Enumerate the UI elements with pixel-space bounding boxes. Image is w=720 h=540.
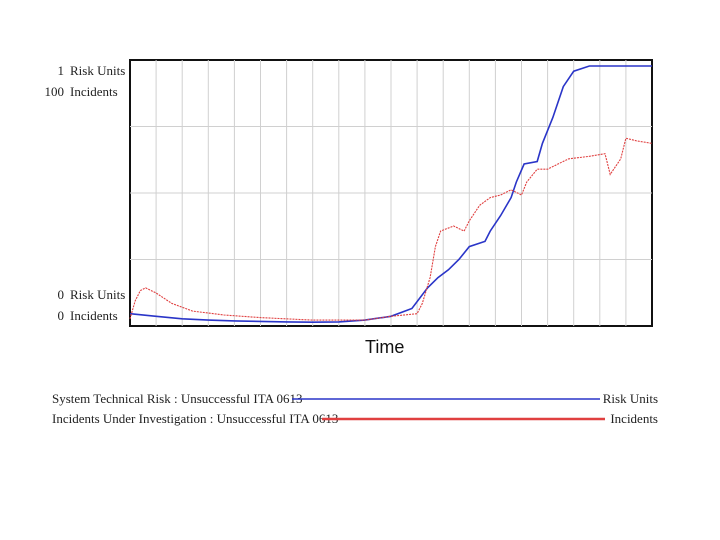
y-axis-min-incidents-unit: Incidents (70, 308, 118, 323)
y-axis-max-risk-value: 1 (58, 63, 65, 78)
y-axis-max-risk-unit: Risk Units (70, 63, 125, 78)
y-axis-max-incidents-unit: Incidents (70, 84, 118, 99)
grid (130, 60, 652, 326)
y-axis-min-incidents-value: 0 (58, 308, 65, 323)
x-axis-label: Time (365, 337, 404, 357)
series-line-incidents-under-investigation (129, 137, 653, 321)
legend-unit-risk: Risk Units (603, 391, 658, 406)
y-axis-min-risk-value: 0 (58, 287, 65, 302)
legend-label-risk: System Technical Risk : Unsuccessful ITA… (52, 391, 303, 406)
y-axis-max-incidents-value: 100 (45, 84, 65, 99)
series-layer (129, 65, 653, 324)
y-axis-min-risk-unit: Risk Units (70, 287, 125, 302)
legend-label-incidents: Incidents Under Investigation : Unsucces… (52, 411, 338, 426)
legend-unit-incidents: Incidents (610, 411, 658, 426)
legend: System Technical Risk : Unsuccessful ITA… (52, 391, 658, 426)
series-line-system-technical-risk (129, 65, 652, 324)
